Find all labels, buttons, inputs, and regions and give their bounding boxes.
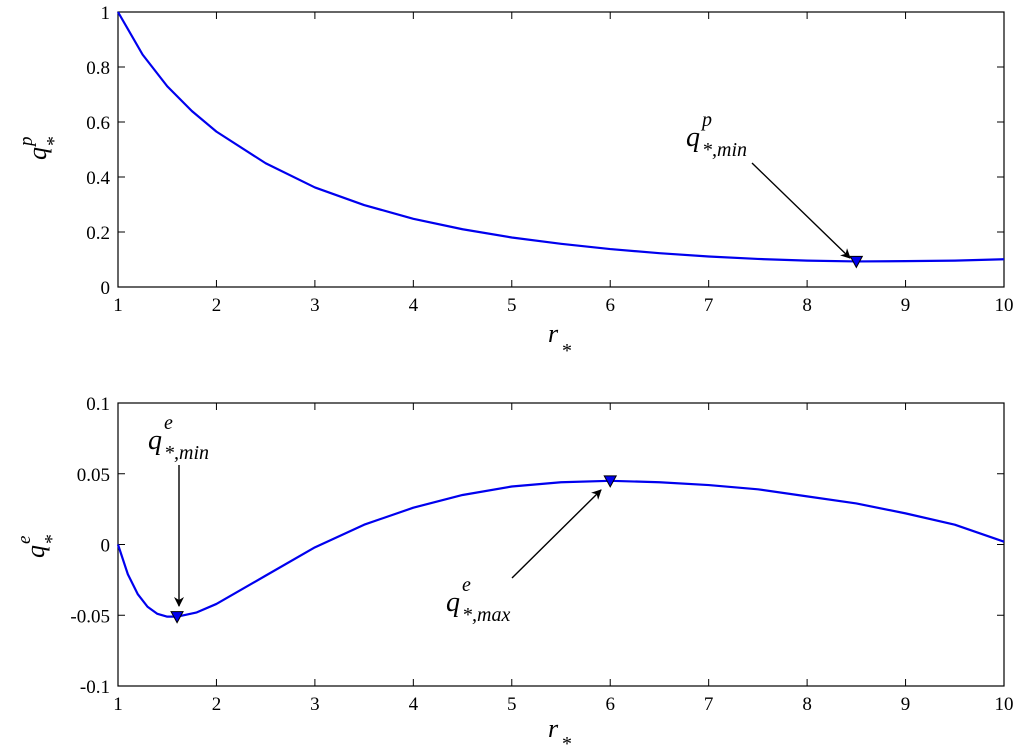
top-x-label-sub: *	[562, 340, 572, 362]
bottom-y-label: q e *	[14, 534, 63, 558]
top-marker-point	[849, 255, 864, 269]
annotation-qp-min-sup: p	[700, 109, 712, 131]
bottom-y-tick-label: 0.05	[77, 465, 110, 486]
bottom-y-tick-label: 0.1	[86, 394, 110, 415]
bottom-x-tick-label: 10	[995, 694, 1014, 715]
top-y-tick-label: 1	[101, 3, 111, 24]
top-x-ticks: 1 2 3 4 5 6 7 8 9 10	[113, 12, 1014, 316]
bottom-x-label: r *	[548, 714, 572, 753]
bottom-marker-point	[170, 611, 184, 624]
top-x-tick-label: 9	[901, 295, 911, 316]
bottom-x-tick-label: 6	[605, 694, 615, 715]
annotation-qe-min: q e *,min	[148, 412, 209, 607]
top-x-tick-label: 1	[113, 295, 123, 316]
top-y-ticks: 0 0.2 0.4 0.6 0.8 1	[86, 3, 1004, 299]
bottom-x-tick-label: 4	[409, 694, 419, 715]
top-markers	[849, 255, 864, 269]
bottom-series-line	[116, 479, 1005, 618]
annotation-qe-min-sup: e	[164, 412, 173, 434]
annotation-qp-min: q p *,min	[686, 109, 851, 259]
bottom-marker-point	[603, 475, 618, 488]
top-series-line	[117, 11, 1005, 263]
annotation-qp-min-base: q	[686, 122, 700, 153]
bottom-y-label-sub: *	[41, 534, 63, 544]
bottom-markers	[170, 475, 618, 624]
annotation-qe-max-base: q	[446, 587, 460, 618]
bottom-x-tick-label: 5	[507, 694, 517, 715]
annotation-qe-max: q e *,max	[446, 489, 602, 626]
annotation-qe-max-sub: *,max	[462, 604, 510, 626]
bottom-plot-frame	[117, 402, 1005, 687]
bottom-x-tick-label: 1	[113, 694, 123, 715]
top-y-tick-label: 0.8	[86, 58, 110, 79]
top-panel: 1 2 3 4 5 6 7 8 9 10 0 0.2 0.4 0.6 0.8 1 r * q p * q p…	[16, 3, 1014, 362]
annotation-qe-min-base: q	[148, 425, 162, 456]
bottom-y-ticks: -0.1 -0.05 0 0.05 0.1	[70, 394, 1004, 698]
bottom-x-tick-label: 9	[901, 694, 911, 715]
bottom-x-tick-label: 7	[704, 694, 714, 715]
annotation-qp-min-arrow	[751, 162, 851, 259]
top-y-label: q p *	[16, 136, 65, 160]
bottom-y-label-sup: e	[14, 536, 35, 544]
bottom-x-tick-label: 3	[310, 694, 320, 715]
annotation-qe-min-sub: *,min	[164, 442, 209, 464]
top-y-tick-label: 0.6	[86, 113, 110, 134]
bottom-x-label-sub: *	[562, 733, 572, 753]
bottom-x-ticks: 1 2 3 4 5 6 7 8 9 10	[113, 403, 1014, 715]
top-x-label-base: r	[548, 319, 559, 348]
top-y-tick-label: 0.4	[86, 168, 110, 189]
top-y-label-sup: p	[16, 137, 37, 149]
bottom-y-tick-label: 0	[101, 536, 111, 557]
annotation-qp-min-sub: *,min	[702, 139, 747, 161]
top-x-tick-label: 10	[995, 295, 1014, 316]
annotation-qe-max-sup: e	[462, 574, 471, 596]
bottom-y-tick-label: -0.1	[80, 677, 110, 698]
top-y-label-sub: *	[43, 136, 65, 146]
top-x-tick-label: 7	[704, 295, 714, 316]
top-x-tick-label: 8	[802, 295, 812, 316]
top-x-tick-label: 5	[507, 295, 517, 316]
bottom-x-tick-label: 8	[802, 694, 812, 715]
top-plot-frame	[117, 11, 1005, 288]
top-x-tick-label: 4	[409, 295, 419, 316]
top-y-tick-label: 0	[101, 278, 111, 299]
top-x-tick-label: 3	[310, 295, 320, 316]
bottom-y-label-base: q	[21, 545, 50, 558]
top-x-tick-label: 2	[212, 295, 222, 316]
top-x-tick-label: 6	[605, 295, 615, 316]
top-y-label-base: q	[23, 147, 52, 160]
bottom-x-tick-label: 2	[212, 694, 222, 715]
bottom-x-label-base: r	[548, 714, 559, 743]
top-y-tick-label: 0.2	[86, 223, 110, 244]
top-x-label: r *	[548, 319, 572, 362]
annotation-qe-max-arrow	[511, 489, 602, 579]
bottom-y-tick-label: -0.05	[70, 606, 110, 627]
